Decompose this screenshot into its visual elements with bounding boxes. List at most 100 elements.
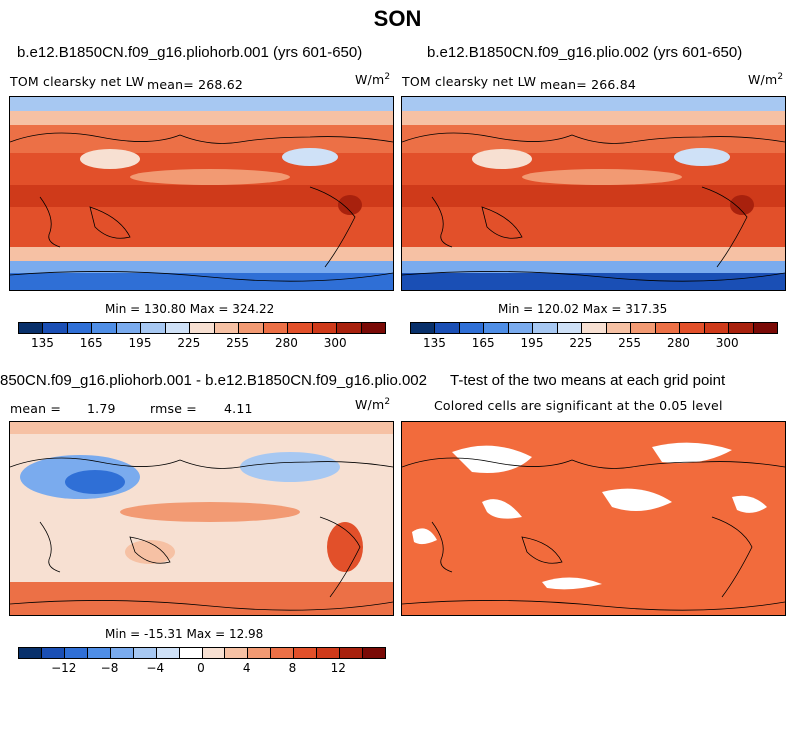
panel1-units: W/m2	[355, 72, 390, 87]
panel4-cell-asia	[452, 445, 532, 473]
panel2-southern-ocean-band	[402, 261, 785, 273]
panel2-units-base: W/m	[748, 72, 778, 88]
colorbar-swatch-3	[484, 323, 509, 333]
panel1-midlat-band	[10, 125, 393, 153]
panel2-brazil-feature	[730, 195, 754, 215]
panel4-coastlines	[402, 457, 785, 611]
panel2-itcz-feature	[522, 169, 682, 185]
colorbar-swatch-6	[156, 648, 180, 658]
panel2-colorbar	[410, 322, 778, 334]
panel2-tibet-feature	[472, 149, 532, 169]
colorbar-tick-label: 225	[177, 336, 201, 350]
panel4-map-svg	[402, 422, 785, 615]
panel1-map-svg	[10, 97, 393, 290]
colorbar-swatch-4	[110, 648, 134, 658]
panel1-title: b.e12.B1850CN.f09_g16.pliohorb.001 (yrs …	[17, 44, 363, 61]
panel2-coastlines	[402, 132, 785, 282]
panel1-itcz-feature	[130, 169, 290, 185]
colorbar-swatch-11	[288, 323, 313, 333]
panel3-minmax: Min = -15.31 Max = 12.98	[105, 627, 264, 641]
panel3-map	[9, 421, 394, 616]
panel3-mean-value: 1.79	[87, 401, 116, 416]
panel2-minmax: Min = 120.02 Max = 317.35	[498, 302, 668, 316]
panel4-cell-io	[482, 499, 522, 519]
colorbar-swatch-3	[87, 648, 111, 658]
panel2-colorbar-labels: 135 165 195 225 255 280 300	[410, 336, 776, 352]
colorbar-swatch-7	[582, 323, 607, 333]
colorbar-swatch-1	[41, 648, 65, 658]
colorbar-tick-label: 4	[242, 661, 251, 675]
colorbar-tick-label: 195	[520, 336, 544, 350]
colorbar-tick-label: 300	[323, 336, 347, 350]
colorbar-swatch-1	[435, 323, 460, 333]
colorbar-swatch-13	[337, 323, 362, 333]
panel3-mean-label: mean =	[10, 401, 62, 416]
panel3-asia-strong-negative	[65, 470, 125, 494]
panel3-tropics-positive	[120, 502, 300, 522]
colorbar-swatch-2	[64, 648, 88, 658]
colorbar-swatch-14	[340, 648, 364, 658]
panel2-title: b.e12.B1850CN.f09_g16.plio.002 (yrs 601-…	[427, 44, 743, 61]
colorbar-swatch-10	[263, 323, 289, 333]
panel2-subarctic-band	[402, 111, 785, 125]
colorbar-swatch-12	[294, 648, 318, 658]
colorbar-swatch-5	[533, 323, 558, 333]
colorbar-tick-label: 12	[330, 661, 346, 675]
panel4-nonsignificant-cells	[412, 442, 767, 590]
panel2-map	[401, 96, 786, 291]
panel1-antarctic-band	[10, 273, 393, 290]
panel3-units-base: W/m	[355, 397, 385, 413]
panel3-coastlines	[10, 457, 393, 611]
panel1-brazil-feature	[338, 195, 362, 215]
panel3-rmse-value: 4.11	[224, 401, 253, 416]
panel3-samerica-positive	[327, 522, 363, 572]
panel1-mean: mean= 268.62	[147, 77, 244, 92]
panel2-arctic-band	[402, 97, 785, 111]
panel1-subtropic-band	[10, 185, 393, 207]
panel4-title: T-test of the two means at each grid poi…	[450, 372, 726, 389]
colorbar-swatch-8	[606, 323, 632, 333]
panel1-coastlines	[10, 132, 393, 282]
panel4-cell-southern	[542, 577, 602, 590]
colorbar-swatch-0	[19, 323, 44, 333]
panel4-cell-pacific	[602, 488, 672, 511]
panel3-australia-positive	[125, 540, 175, 564]
panel1-map	[9, 96, 394, 291]
panel3-map-svg	[10, 422, 393, 615]
colorbar-swatch-3	[92, 323, 117, 333]
colorbar-tick-label: 195	[128, 336, 152, 350]
panel2-southern-band	[402, 247, 785, 261]
colorbar-tick-label: 135	[30, 336, 54, 350]
panel1-southern-ocean-band	[10, 261, 393, 273]
panel3-rmse-label: rmse =	[150, 401, 197, 416]
colorbar-swatch-0	[411, 323, 436, 333]
colorbar-tick-label: −4	[146, 661, 165, 675]
colorbar-swatch-12	[704, 323, 730, 333]
panel4-cell-atlantic	[732, 495, 767, 513]
colorbar-swatch-12	[312, 323, 338, 333]
colorbar-swatch-13	[729, 323, 754, 333]
colorbar-swatch-5	[141, 323, 166, 333]
colorbar-swatch-6	[557, 323, 583, 333]
colorbar-swatch-14	[753, 323, 778, 333]
panel3-title: 850CN.f09_g16.pliohorb.001 - b.e12.B1850…	[0, 372, 427, 389]
panel2-mean: mean= 266.84	[540, 77, 637, 92]
colorbar-swatch-5	[133, 648, 157, 658]
colorbar-swatch-2	[67, 323, 93, 333]
colorbar-swatch-9	[631, 323, 656, 333]
colorbar-swatch-11	[271, 648, 295, 658]
colorbar-tick-label: 280	[666, 336, 690, 350]
panel3-colorbar	[18, 647, 386, 659]
colorbar-tick-label: 165	[471, 336, 495, 350]
panel3-colorbar-labels: −12 −8 −4 0 4 8 12	[18, 661, 384, 677]
panel2-greenland-feature	[674, 148, 730, 166]
panel2-units-exp: 2	[777, 72, 784, 82]
panel2-antarctic-band	[402, 273, 785, 290]
colorbar-tick-label: 135	[422, 336, 446, 350]
panel4-cell-na	[652, 442, 732, 464]
panel2-midlat-band	[402, 125, 785, 153]
colorbar-swatch-4	[508, 323, 534, 333]
panel2-subtropic-band	[402, 185, 785, 207]
panel1-variable: TOM clearsky net LW	[10, 74, 145, 89]
panel2-variable: TOM clearsky net LW	[402, 74, 537, 89]
